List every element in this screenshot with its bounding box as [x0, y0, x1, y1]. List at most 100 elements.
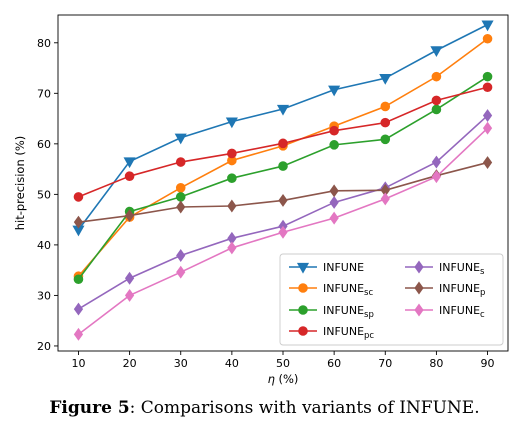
- legend-marker: [414, 281, 424, 295]
- data-point: [329, 195, 339, 209]
- data-point: [276, 104, 290, 116]
- data-point: [174, 133, 187, 145]
- series-infune: [72, 20, 494, 237]
- legend-label-name: INFUNE: [323, 282, 364, 295]
- data-point: [482, 33, 493, 44]
- data-point: [431, 104, 442, 115]
- data-point: [123, 157, 136, 169]
- legend-label: INFUNEp: [439, 282, 485, 298]
- legend-label: INFUNEpc: [323, 325, 374, 341]
- legend-entry: INFUNEp: [405, 281, 485, 298]
- x-tick-label: 70: [378, 357, 392, 370]
- data-point: [430, 46, 443, 57]
- data-point: [176, 200, 186, 214]
- legend-marker: [298, 305, 308, 315]
- series-layer: [72, 20, 494, 341]
- y-tick-label: 70: [37, 87, 51, 100]
- series-infune-pc: [73, 82, 493, 202]
- x-axis-label: η (%): [268, 372, 299, 386]
- data-point: [73, 215, 84, 229]
- legend-marker: [414, 303, 424, 317]
- y-tick-label: 50: [37, 188, 51, 201]
- data-point: [278, 161, 288, 171]
- data-point: [379, 74, 392, 85]
- caption-text: : Comparisons with variants of INFUNE.: [129, 398, 480, 418]
- legend-box: [279, 253, 504, 346]
- legend-label-name: INFUNE: [323, 325, 364, 338]
- data-point: [380, 117, 391, 128]
- legend-marker: [298, 326, 308, 336]
- legend-marker: [296, 262, 310, 274]
- axes: 10 20 30 40 50 60 70 80 90 20 30 40 50 60 70 80 η (%) hit…: [13, 14, 509, 386]
- legend-label-subscript: pc: [364, 331, 374, 341]
- figure-caption: Figure 5: Comparisons with variants of I…: [0, 398, 529, 418]
- data-point: [482, 121, 493, 135]
- x-axis-label-unit: (%): [275, 372, 299, 386]
- data-point: [227, 148, 237, 159]
- legend-label-name: INFUNE: [439, 261, 480, 274]
- series-infune-c: [73, 121, 493, 341]
- legend-label-name: INFUNE: [439, 304, 480, 317]
- legend-entry: INFUNEs: [405, 260, 485, 277]
- data-point: [380, 134, 391, 145]
- data-point: [73, 302, 84, 316]
- x-tick-label: 90: [481, 357, 495, 370]
- data-point: [329, 211, 339, 225]
- data-point: [329, 125, 339, 136]
- data-point: [329, 184, 339, 198]
- data-point: [124, 288, 135, 302]
- legend-label-subscript: p: [480, 288, 485, 298]
- data-point: [278, 138, 288, 149]
- data-point: [124, 271, 135, 285]
- data-point: [176, 265, 186, 279]
- data-point: [124, 171, 135, 181]
- data-point: [481, 20, 494, 32]
- y-tick-label: 80: [37, 37, 51, 50]
- x-tick-label: 30: [174, 357, 188, 370]
- data-point: [482, 82, 493, 93]
- y-tick-label: 60: [37, 138, 51, 151]
- data-point: [225, 117, 238, 129]
- data-point: [380, 192, 390, 206]
- data-point: [227, 199, 237, 213]
- data-point: [431, 170, 442, 184]
- legend-marker: [298, 283, 308, 293]
- x-tick-label: 60: [327, 357, 341, 370]
- legend-label: INFUNEc: [439, 304, 485, 320]
- x-tick-label: 80: [429, 357, 443, 370]
- data-point: [482, 109, 493, 123]
- data-point: [175, 183, 186, 193]
- data-point: [431, 155, 442, 169]
- legend-label-name: INFUNE: [323, 261, 364, 274]
- x-tick-label: 20: [123, 357, 137, 370]
- data-point: [482, 156, 493, 169]
- x-tick-label: 40: [225, 357, 239, 370]
- legend-marker: [414, 260, 424, 274]
- y-axis-label: hit-precision (%): [13, 136, 27, 231]
- data-point: [329, 140, 339, 150]
- legend-entry: INFUNEc: [405, 303, 485, 320]
- legend: INFUNEINFUNEscINFUNEspINFUNEpcINFUNEsINF…: [279, 253, 504, 346]
- data-point: [73, 274, 84, 285]
- x-tick-label: 10: [71, 357, 85, 370]
- x-axis-label-symbol: η: [268, 372, 275, 386]
- x-tick-label: 50: [276, 357, 290, 370]
- data-point: [73, 192, 84, 202]
- series-line: [78, 161, 488, 223]
- data-point: [124, 209, 135, 223]
- y-tick-label: 20: [37, 340, 51, 353]
- data-point: [176, 249, 186, 262]
- y-tick-label: 40: [37, 239, 51, 252]
- data-point: [175, 192, 186, 202]
- data-point: [278, 225, 288, 239]
- data-point: [227, 241, 237, 255]
- legend-entry: INFUNEsc: [289, 282, 373, 298]
- legend-entry: INFUNEpc: [289, 325, 374, 341]
- caption-label: Figure 5: [49, 398, 130, 418]
- legend-label-subscript: sc: [364, 288, 373, 298]
- y-tick-label: 30: [37, 289, 51, 302]
- data-point: [431, 95, 442, 106]
- data-point: [278, 193, 288, 207]
- data-point: [175, 157, 186, 167]
- data-point: [380, 101, 391, 112]
